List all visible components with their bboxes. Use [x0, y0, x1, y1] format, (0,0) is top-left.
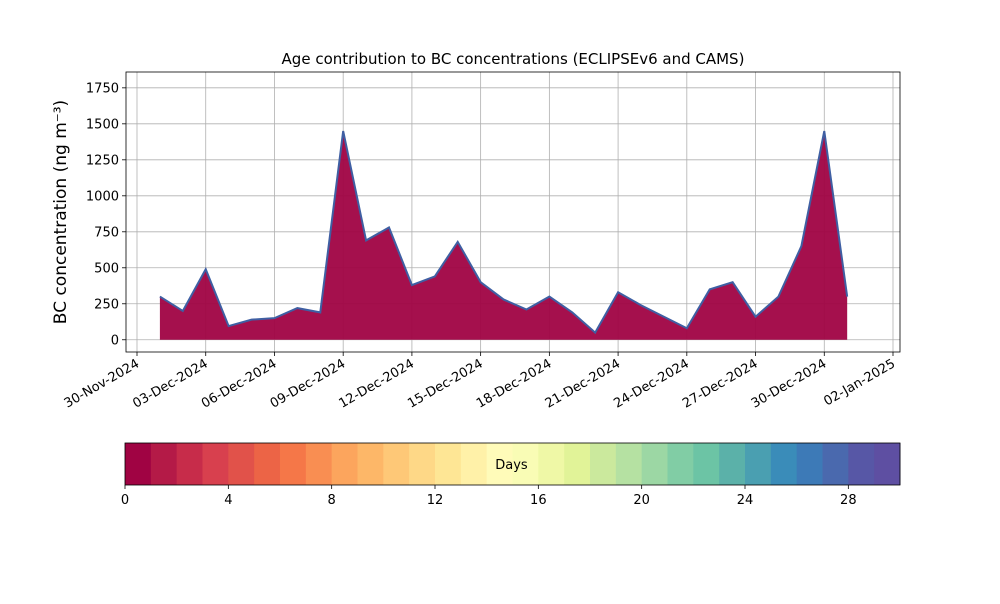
- colorbar-swatch: [254, 443, 281, 485]
- colorbar-swatch: [770, 443, 798, 485]
- x-tick-label: 30-Dec-2024: [749, 356, 829, 411]
- colorbar-swatch: [848, 443, 875, 485]
- colorbar-swatch: [460, 443, 488, 485]
- colorbar-swatch: [357, 443, 384, 485]
- colorbar-swatch: [719, 443, 746, 485]
- x-tick-label: 27-Dec-2024: [680, 356, 760, 411]
- colorbar-swatch: [667, 443, 694, 485]
- colorbar-swatch: [564, 443, 591, 485]
- x-tick-label: 02-Jan-2025: [821, 356, 898, 409]
- colorbar-tick-label: 16: [530, 493, 547, 508]
- colorbar-swatch: [745, 443, 772, 485]
- colorbar-swatch: [409, 443, 436, 485]
- x-tick-label: 21-Dec-2024: [543, 356, 623, 411]
- area: [159, 131, 848, 340]
- colorbar-label: Days: [495, 458, 528, 473]
- colorbar-swatch: [176, 443, 203, 485]
- x-tick-label: 24-Dec-2024: [611, 356, 691, 411]
- y-tick-label: 1000: [86, 189, 119, 204]
- colorbar-swatch: [641, 443, 668, 485]
- x-tick-label: 18-Dec-2024: [474, 356, 554, 411]
- colorbar-tick-label: 8: [328, 493, 336, 508]
- colorbar-tick-label: 24: [737, 493, 754, 508]
- colorbar-swatch: [150, 443, 178, 485]
- x-tick-label: 03-Dec-2024: [130, 356, 210, 411]
- x-tick-label: 30-Nov-2024: [62, 356, 142, 411]
- line: [159, 130, 849, 335]
- colorbar-swatch: [486, 443, 513, 485]
- colorbar-swatch: [305, 443, 333, 485]
- colorbar-tick-label: 28: [840, 493, 857, 508]
- colorbar-tick-label: 4: [224, 493, 232, 508]
- y-tick-label: 250: [94, 297, 119, 312]
- y-tick-label: 1500: [86, 117, 119, 132]
- colorbar-frame: [124, 442, 901, 486]
- y-tick-label: 500: [94, 261, 119, 276]
- y-tick-label: 750: [94, 225, 119, 240]
- plot-frame: [125, 71, 901, 353]
- colorbar-swatch: [125, 443, 152, 485]
- colorbar-swatch: [874, 443, 901, 485]
- colorbar-swatch: [435, 443, 462, 485]
- colorbar-swatch: [280, 443, 307, 485]
- x-tick-label: 09-Dec-2024: [268, 356, 348, 411]
- colorbar-swatch: [615, 443, 643, 485]
- colorbar-swatch: [228, 443, 255, 485]
- colorbar-swatch: [693, 443, 720, 485]
- colorbar-swatch: [202, 443, 229, 485]
- chart-title: Age contribution to BC concentrations (E…: [282, 50, 745, 68]
- y-tick-label: 0: [111, 333, 119, 348]
- x-tick-label: 12-Dec-2024: [337, 356, 417, 411]
- colorbar-swatch: [512, 443, 539, 485]
- colorbar-tick-label: 0: [121, 493, 129, 508]
- colorbar-tick-label: 12: [427, 493, 444, 508]
- x-tick-label: 15-Dec-2024: [405, 356, 485, 411]
- colorbar-swatch: [590, 443, 617, 485]
- colorbar-swatch: [822, 443, 849, 485]
- y-tick-label: 1250: [86, 153, 119, 168]
- x-tick-label: 06-Dec-2024: [199, 356, 279, 411]
- y-axis-label: BC concentration (ng m⁻³): [51, 100, 71, 324]
- colorbar-tick-label: 20: [633, 493, 650, 508]
- colorbar-swatch: [538, 443, 565, 485]
- colorbar-swatch: [331, 443, 358, 485]
- colorbar-swatch: [383, 443, 410, 485]
- colorbar-swatch: [796, 443, 823, 485]
- y-tick-label: 1750: [86, 81, 119, 96]
